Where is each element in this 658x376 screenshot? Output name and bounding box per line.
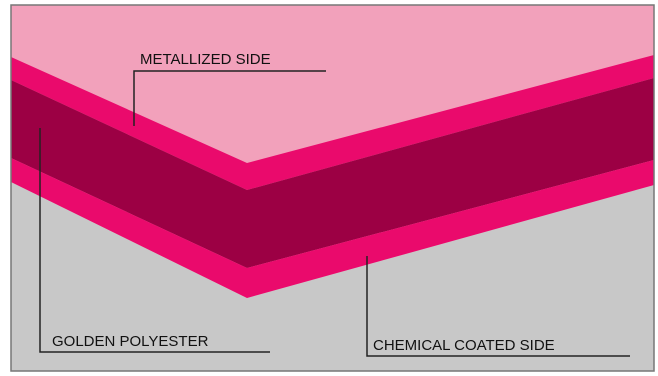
polyester-layer bbox=[11, 78, 654, 268]
chemical-coated-leader-line bbox=[366, 256, 630, 357]
diagram-frame bbox=[10, 4, 655, 372]
metallized-side-label: METALLIZED SIDE bbox=[140, 51, 271, 68]
metallized-leader-line bbox=[133, 70, 326, 126]
coated-layer bbox=[11, 158, 654, 298]
golden-polyester-leader-line bbox=[39, 128, 270, 353]
metallized-layer bbox=[11, 55, 654, 190]
golden-polyester-label: GOLDEN POLYESTER bbox=[52, 333, 209, 350]
bottom-region bbox=[11, 182, 654, 371]
chemical-coated-side-label: CHEMICAL COATED SIDE bbox=[373, 337, 555, 354]
